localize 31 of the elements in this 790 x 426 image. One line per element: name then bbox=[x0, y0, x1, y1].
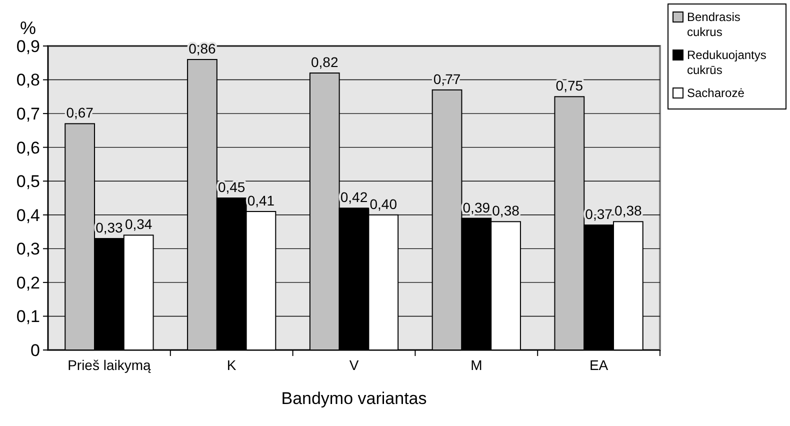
data-label: 0,34 bbox=[124, 216, 152, 232]
y-tick-label: 0,9 bbox=[16, 36, 40, 56]
x-tick-label: M bbox=[470, 357, 482, 373]
data-label: 0,38 bbox=[492, 202, 520, 219]
data-label: 0,42 bbox=[340, 189, 368, 206]
y-tick-label: 0,3 bbox=[16, 240, 40, 259]
y-tick-label: 0,5 bbox=[16, 172, 40, 192]
x-tick-label: Prieš laikymą bbox=[68, 357, 152, 373]
x-tick-label: EA bbox=[589, 357, 609, 373]
data-label: 0,39 bbox=[462, 199, 490, 216]
x-tick-label: K bbox=[226, 357, 237, 373]
data-label: 0,41 bbox=[247, 192, 275, 209]
data-label: 0,75 bbox=[556, 78, 584, 94]
legend-label: Bendrasis cukrus bbox=[687, 10, 740, 39]
y-tick-label: 0 bbox=[30, 340, 40, 360]
legend-label: Redukuojantys cukrūs bbox=[687, 48, 766, 77]
x-axis-title: Bandymo variantas bbox=[281, 389, 427, 408]
data-label: 0,45 bbox=[218, 179, 246, 195]
y-tick-label: 0,1 bbox=[16, 307, 40, 326]
y-tick-label: 0,7 bbox=[16, 104, 40, 124]
y-tick-label: 0,2 bbox=[16, 273, 40, 292]
data-label: 0,33 bbox=[96, 220, 124, 236]
data-label: 0,40 bbox=[370, 196, 398, 212]
data-label: 0,38 bbox=[614, 202, 642, 219]
y-tick-label: 0,6 bbox=[16, 138, 40, 158]
y-tick-label: 0,8 bbox=[16, 70, 40, 90]
y-axis-title: % bbox=[20, 18, 36, 38]
legend-label: Sacharozė bbox=[687, 86, 745, 100]
x-tick-label: V bbox=[349, 357, 360, 373]
data-label: 0,82 bbox=[311, 54, 338, 70]
y-tick-label: 0,4 bbox=[16, 206, 40, 225]
